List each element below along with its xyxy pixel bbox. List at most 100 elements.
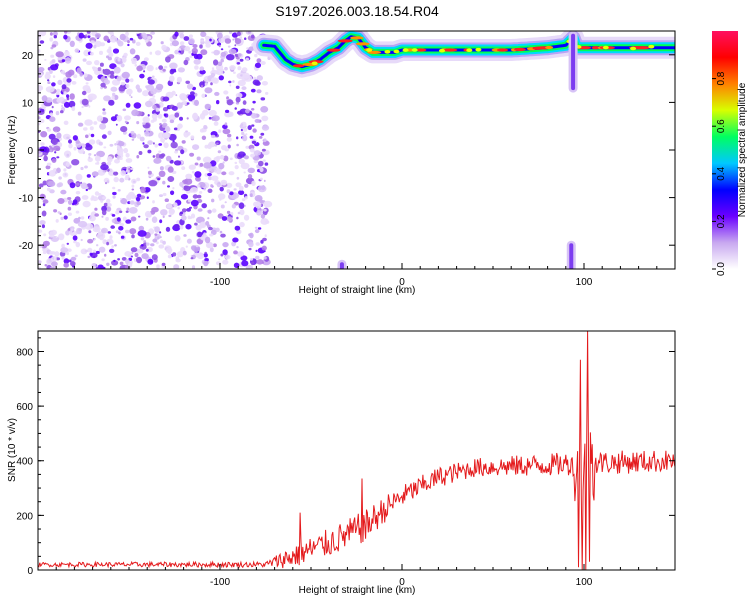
- noise-speckle-dot: [162, 215, 165, 219]
- noise-speckle-dot: [76, 227, 82, 235]
- noise-speckle-dot: [211, 208, 217, 213]
- noise-speckle-dot: [211, 175, 219, 181]
- noise-speckle-dot: [172, 170, 177, 174]
- noise-speckle-dot: [119, 157, 123, 160]
- noise-speckle-dot: [262, 159, 266, 162]
- noise-speckle-dot: [252, 128, 257, 133]
- noise-speckle-dot: [147, 170, 152, 175]
- noise-speckle-dot: [101, 227, 108, 234]
- noise-speckle-dot: [236, 62, 241, 65]
- noise-speckle-dot: [163, 113, 167, 117]
- noise-speckle-dot: [101, 258, 105, 262]
- noise-speckle-dot: [259, 167, 264, 173]
- noise-speckle-dot: [188, 199, 192, 203]
- noise-speckle-dot: [228, 80, 232, 84]
- noise-speckle-dot: [174, 235, 181, 242]
- noise-speckle-dot: [119, 210, 123, 214]
- noise-speckle-dot: [51, 59, 56, 63]
- noise-speckle-dot: [64, 31, 68, 34]
- colorbar-tick-label: 0.8: [716, 71, 727, 85]
- noise-speckle-dot: [80, 248, 88, 255]
- noise-speckle-dot: [171, 40, 179, 47]
- noise-speckle-dot: [208, 141, 216, 148]
- noise-speckle-dot: [60, 189, 67, 195]
- noise-speckle-dot: [152, 238, 158, 243]
- noise-speckle-dot: [189, 206, 192, 209]
- colorbar: 0.0 0.2 0.4 0.6 0.8 Normalized spectral ampl…: [712, 31, 748, 276]
- noise-speckle-dot: [107, 48, 112, 53]
- spectrogram-ytick-label: 10: [22, 98, 34, 109]
- noise-speckle-dot: [144, 130, 150, 137]
- ridge-hotspot: [411, 48, 418, 52]
- noise-speckle-dot: [203, 188, 206, 191]
- noise-speckle-dot: [67, 199, 73, 205]
- noise-speckle-dot: [49, 32, 53, 36]
- noise-speckle-dot: [103, 202, 108, 207]
- colorbar-ticks: 0.0 0.2 0.4 0.6 0.8: [712, 71, 727, 276]
- noise-speckle-dot: [166, 204, 173, 209]
- noise-speckle-dot: [51, 138, 58, 145]
- noise-speckle-dot: [214, 144, 218, 147]
- noise-speckle-dot: [114, 244, 117, 247]
- noise-speckle-dot: [255, 249, 258, 252]
- noise-speckle-dot: [137, 88, 142, 93]
- noise-speckle-dot: [75, 190, 81, 195]
- noise-speckle-dot: [253, 201, 260, 207]
- noise-speckle-dot: [261, 81, 268, 86]
- noise-speckle-dot: [63, 91, 67, 95]
- noise-speckle-dot: [250, 257, 254, 261]
- noise-speckle-dot: [234, 107, 237, 110]
- noise-speckle-dot: [140, 186, 146, 194]
- noise-speckle-dot: [169, 159, 174, 164]
- noise-speckle-dot: [150, 119, 155, 123]
- noise-speckle-dot: [61, 104, 63, 108]
- noise-speckle-dot: [244, 204, 247, 207]
- noise-speckle-dot: [256, 259, 264, 265]
- noise-speckle-dot: [261, 245, 267, 251]
- noise-speckle-dot: [191, 47, 198, 55]
- ridge-hotspot: [591, 46, 600, 50]
- noise-speckle-dot: [81, 90, 87, 96]
- noise-speckle-dot: [86, 87, 92, 94]
- noise-speckle-dot: [210, 184, 214, 188]
- noise-speckle-dot: [172, 187, 175, 190]
- noise-speckle-dot: [145, 100, 153, 108]
- noise-speckle-dot: [194, 171, 202, 178]
- noise-speckle-dot: [58, 233, 65, 241]
- noise-speckle-dot: [233, 250, 238, 255]
- noise-speckle-dot: [83, 73, 88, 78]
- noise-speckle-dot: [121, 257, 127, 261]
- noise-speckle-dot: [38, 260, 42, 264]
- noise-speckle-dot: [68, 139, 72, 144]
- noise-speckle-dot: [221, 216, 228, 221]
- noise-speckle-dot: [109, 143, 114, 147]
- noise-speckle-dot: [93, 238, 96, 241]
- noise-speckle-dot: [117, 153, 120, 156]
- noise-speckle-dot: [249, 232, 254, 239]
- ridge-hotspot: [311, 61, 318, 66]
- noise-speckle-dot: [119, 222, 125, 227]
- noise-speckle-dot: [130, 255, 133, 258]
- noise-speckle-dot: [189, 152, 195, 157]
- noise-speckle-dot: [81, 98, 89, 106]
- noise-speckle-dot: [178, 155, 180, 158]
- noise-speckle-dot: [171, 90, 176, 96]
- noise-speckle-dot: [192, 44, 198, 48]
- noise-speckle-dot: [194, 65, 199, 70]
- noise-speckle-dot: [197, 208, 203, 212]
- noise-speckle-dot: [155, 107, 160, 112]
- noise-speckle-dot: [89, 252, 93, 256]
- noise-speckle-dot: [260, 61, 266, 65]
- noise-speckle-dot: [91, 171, 99, 177]
- noise-speckle-dot: [112, 92, 116, 97]
- noise-speckle-dot: [47, 128, 51, 132]
- noise-speckle-dot: [167, 254, 172, 259]
- noise-speckle-dot: [236, 216, 239, 220]
- noise-speckle-dot: [227, 111, 234, 117]
- noise-speckle-dot: [228, 48, 237, 55]
- ridge-hotspot: [439, 48, 445, 53]
- noise-speckle-dot: [256, 89, 262, 94]
- noise-speckle-dot: [168, 208, 175, 215]
- noise-speckle-dot: [238, 202, 245, 209]
- noise-speckle-dot: [131, 109, 139, 117]
